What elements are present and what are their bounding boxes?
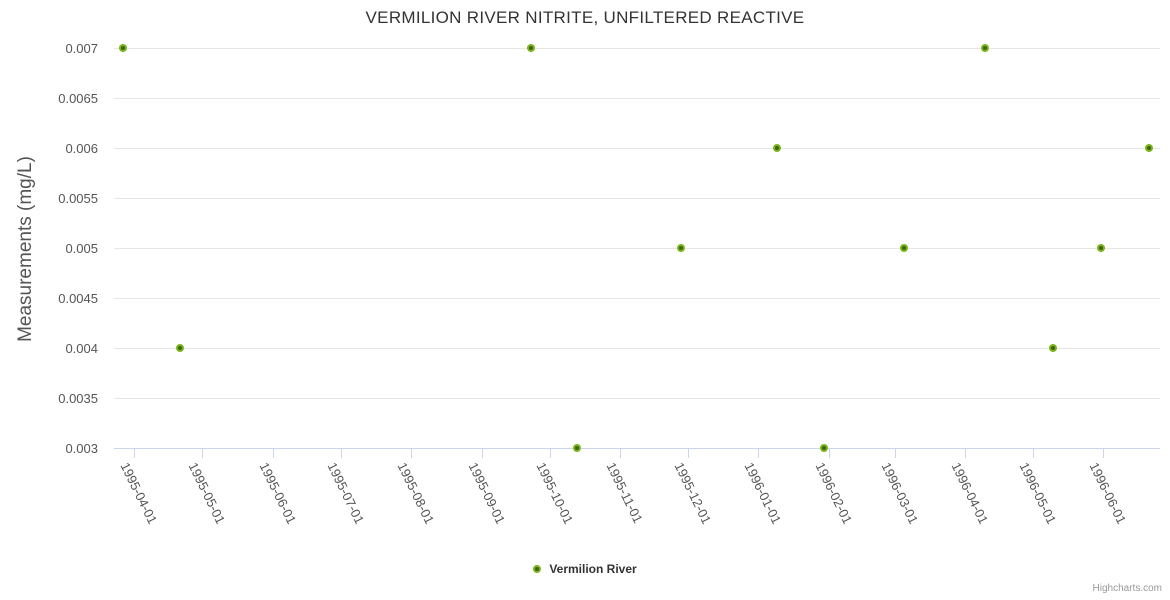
- x-axis-label: 1995-05-01: [185, 460, 229, 527]
- data-point[interactable]: [900, 244, 908, 252]
- y-axis-label: 0.004: [65, 341, 98, 356]
- x-axis-tick: [1033, 448, 1034, 458]
- x-axis-label: 1995-12-01: [671, 460, 715, 527]
- x-axis-label: 1995-10-01: [533, 460, 577, 527]
- x-axis-label: 1995-07-01: [324, 460, 368, 527]
- data-point[interactable]: [176, 344, 184, 352]
- y-gridline: [114, 48, 1160, 49]
- y-axis-label: 0.0035: [58, 391, 98, 406]
- x-axis-tick: [134, 448, 135, 458]
- y-gridline: [114, 148, 1160, 149]
- data-point[interactable]: [1049, 344, 1057, 352]
- y-axis-label: 0.005: [65, 241, 98, 256]
- x-axis-label: 1995-06-01: [256, 460, 300, 527]
- data-point[interactable]: [1145, 144, 1153, 152]
- y-axis-label: 0.0045: [58, 291, 98, 306]
- y-axis-label: 0.006: [65, 141, 98, 156]
- data-point[interactable]: [1097, 244, 1105, 252]
- x-axis-tick: [411, 448, 412, 458]
- x-axis-label: 1995-09-01: [465, 460, 509, 527]
- x-axis-label: 1996-05-01: [1016, 460, 1060, 527]
- x-axis-label: 1995-11-01: [603, 460, 646, 526]
- x-axis-label: 1996-02-01: [812, 460, 856, 527]
- x-axis-label: 1996-03-01: [878, 460, 922, 527]
- x-axis-tick: [202, 448, 203, 458]
- x-axis-tick: [895, 448, 896, 458]
- y-axis-label: 0.0055: [58, 191, 98, 206]
- x-axis-tick: [273, 448, 274, 458]
- x-axis-line: [114, 448, 1160, 449]
- data-point[interactable]: [773, 144, 781, 152]
- x-axis-label: 1996-04-01: [948, 460, 992, 527]
- data-point[interactable]: [573, 444, 581, 452]
- series-marker-icon: [533, 565, 542, 573]
- legend: Vermilion River: [0, 562, 1170, 576]
- y-gridline: [114, 198, 1160, 199]
- data-point[interactable]: [119, 44, 127, 52]
- data-point[interactable]: [981, 44, 989, 52]
- y-gridline: [114, 248, 1160, 249]
- x-axis-label: 1996-01-01: [741, 460, 785, 527]
- highcharts-credits-link[interactable]: Highcharts.com: [1092, 583, 1162, 594]
- data-point[interactable]: [677, 244, 685, 252]
- x-axis-label: 1996-06-01: [1086, 460, 1130, 527]
- x-axis-tick: [482, 448, 483, 458]
- y-axis-label: 0.0065: [58, 91, 98, 106]
- chart-title: VERMILION RIVER NITRITE, UNFILTERED REAC…: [365, 8, 805, 27]
- y-gridline: [114, 98, 1160, 99]
- legend-item-label: Vermilion River: [549, 562, 637, 576]
- data-point[interactable]: [820, 444, 828, 452]
- data-point[interactable]: [527, 44, 535, 52]
- x-axis-tick: [620, 448, 621, 458]
- y-axis-label: 0.007: [65, 41, 98, 56]
- x-axis-label: 1995-04-01: [117, 460, 161, 527]
- y-gridline: [114, 348, 1160, 349]
- x-axis-label: 1995-08-01: [394, 460, 438, 527]
- x-axis-tick: [341, 448, 342, 458]
- y-gridline: [114, 398, 1160, 399]
- x-axis-tick: [1103, 448, 1104, 458]
- x-axis-tick: [758, 448, 759, 458]
- x-axis-tick: [550, 448, 551, 458]
- x-axis-tick: [829, 448, 830, 458]
- y-axis-label: 0.003: [65, 441, 98, 456]
- y-gridline: [114, 298, 1160, 299]
- x-axis-tick: [688, 448, 689, 458]
- x-axis-tick: [965, 448, 966, 458]
- legend-item-vermilion-river[interactable]: Vermilion River: [533, 562, 637, 576]
